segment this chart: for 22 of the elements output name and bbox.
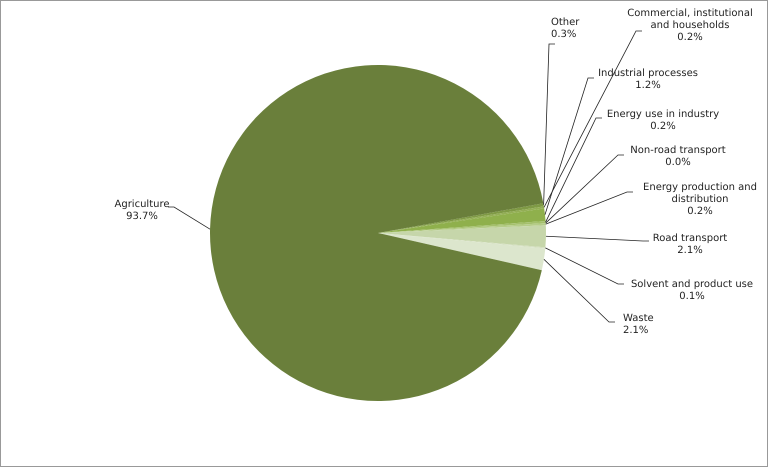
data-label: 93.7% bbox=[126, 211, 158, 222]
category-label: Non-road transport bbox=[630, 145, 726, 156]
data-label: 0.2% bbox=[650, 121, 676, 132]
slice-label: Road transport bbox=[652, 233, 728, 244]
data-label: 0.2% bbox=[677, 32, 703, 43]
slice-label: Energy use in industry bbox=[606, 109, 720, 120]
pie-slice bbox=[378, 225, 546, 248]
pie-slice bbox=[378, 233, 546, 270]
data-label: 0.1% bbox=[679, 291, 705, 302]
text: 0.0% bbox=[665, 157, 691, 168]
data-label: 2.1% bbox=[623, 325, 648, 336]
data-label: 0.2% bbox=[687, 206, 713, 217]
data-label: 0.3% bbox=[551, 29, 576, 40]
pie-slice bbox=[210, 65, 544, 401]
data-label: 1.2% bbox=[635, 80, 661, 91]
slice-label: Energy production and distribution bbox=[643, 182, 757, 205]
slice-label: Other bbox=[551, 17, 580, 28]
slice-label: Waste bbox=[623, 313, 654, 324]
slice-label: Commercial, institutional and households bbox=[627, 8, 753, 31]
slice-label: Solvent and product use bbox=[630, 279, 754, 290]
data-label: 2.1% bbox=[677, 245, 703, 256]
slice-label: Agriculture bbox=[114, 199, 170, 210]
